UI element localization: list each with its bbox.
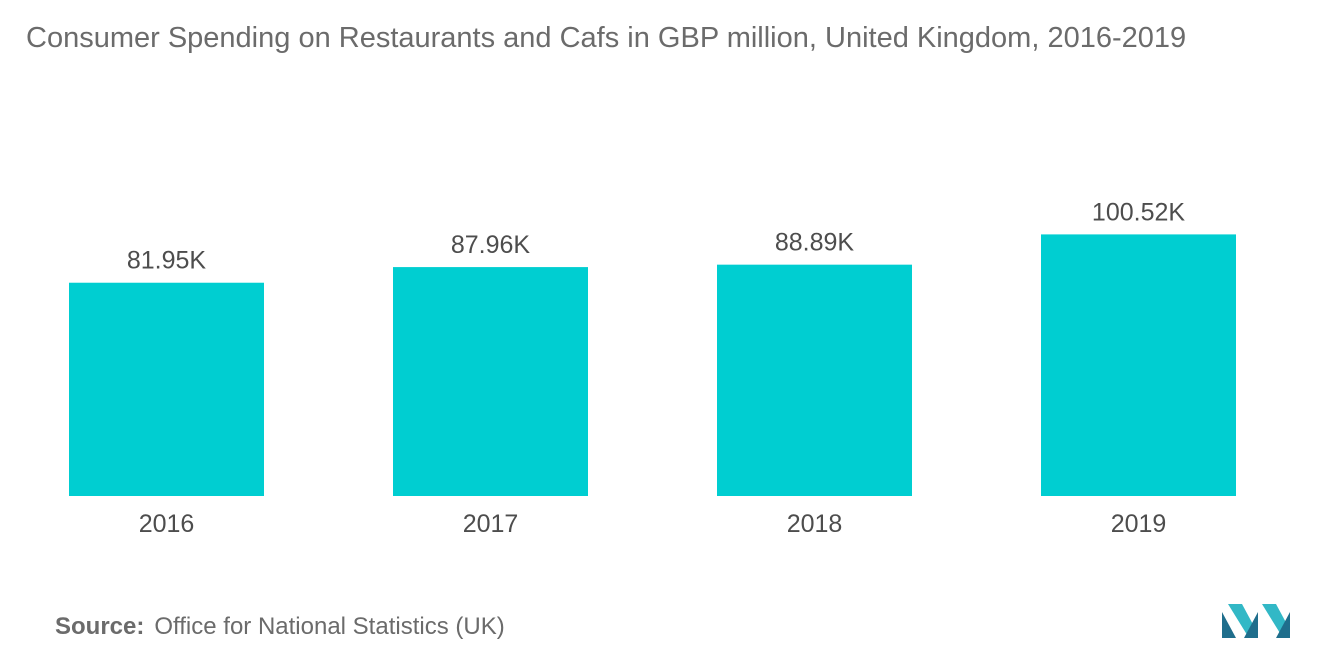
data-label-2019: 100.52K <box>1092 198 1185 226</box>
mordor-intelligence-logo-icon <box>1222 604 1290 638</box>
x-tick-label-2019: 2019 <box>1111 510 1167 538</box>
data-label-2018: 88.89K <box>775 229 855 257</box>
bar-2018 <box>717 264 912 496</box>
data-label-2016: 81.95K <box>127 247 207 275</box>
source-note: Source: Office for National Statistics (U… <box>55 613 505 641</box>
bar-chart: 81.95K 2016 87.96K 2017 88.89K 2018 100.52K 201… <box>69 198 1236 538</box>
data-label-2017: 87.96K <box>451 231 531 259</box>
source-label: Source: <box>55 613 145 640</box>
x-tick-label-2018: 2018 <box>787 510 843 538</box>
x-tick-label-2016: 2016 <box>139 510 195 538</box>
x-tick-label-2017: 2017 <box>463 510 519 538</box>
bar-2016 <box>69 282 264 496</box>
chart-title: Consumer Spending on Restaurants and Caf… <box>26 22 1187 54</box>
bar-2017 <box>393 267 588 496</box>
source-text: Office for National Statistics (UK) <box>154 613 505 640</box>
bar-2019 <box>1041 234 1236 496</box>
